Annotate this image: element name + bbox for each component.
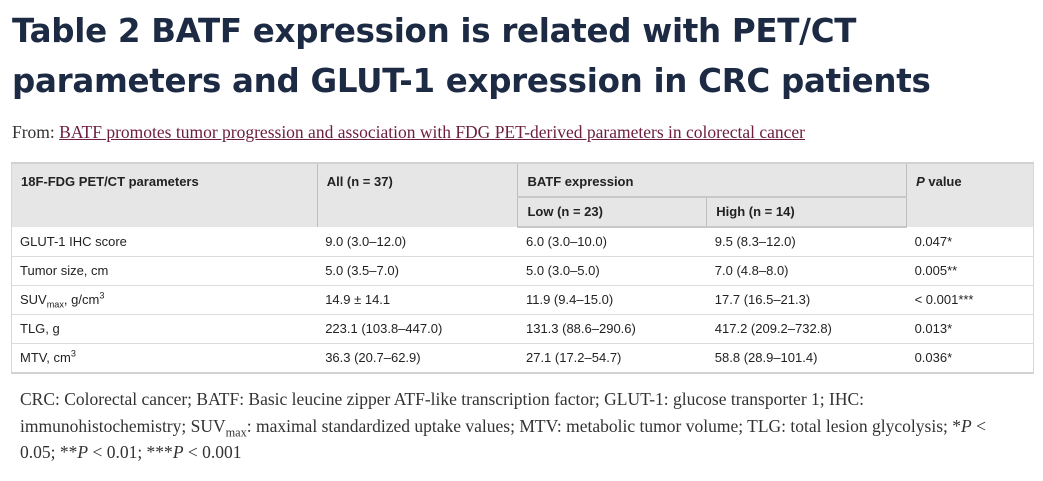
row-all: 36.3 (20.7–62.9)	[317, 343, 518, 374]
row-low: 5.0 (3.0–5.0)	[517, 256, 707, 286]
row-low: 11.9 (9.4–15.0)	[517, 285, 707, 315]
row-parameter: SUVmax, g/cm3	[11, 285, 318, 315]
header-parameters: 18F-FDG PET/CT parameters	[11, 163, 318, 227]
table-row: SUVmax, g/cm3 14.9 ± 14.1 11.9 (9.4–15.0…	[11, 285, 1034, 315]
header-batf-expression: BATF expression	[517, 163, 907, 198]
row-all: 9.0 (3.0–12.0)	[317, 227, 518, 257]
data-table: 18F-FDG PET/CT parameters All (n = 37) B…	[11, 162, 1034, 374]
row-p-value: 0.005**	[906, 256, 1034, 286]
row-high: 17.7 (16.5–21.3)	[706, 285, 907, 315]
row-low: 27.1 (17.2–54.7)	[517, 343, 707, 374]
table-footnote: CRC: Colorectal cancer; BATF: Basic leuc…	[20, 389, 986, 462]
table-row: TLG, g 223.1 (103.8–447.0) 131.3 (88.6–2…	[11, 314, 1034, 344]
row-high: 9.5 (8.3–12.0)	[706, 227, 907, 257]
row-parameter: Tumor size, cm	[11, 256, 318, 286]
from-label: From:	[12, 122, 60, 142]
row-high: 58.8 (28.9–101.4)	[706, 343, 907, 374]
row-low: 6.0 (3.0–10.0)	[517, 227, 707, 257]
row-p-value: 0.047*	[906, 227, 1034, 257]
row-p-value: 0.013*	[906, 314, 1034, 344]
header-high: High (n = 14)	[706, 197, 907, 228]
table-row: GLUT-1 IHC score 9.0 (3.0–12.0) 6.0 (3.0…	[11, 227, 1034, 257]
row-parameter: GLUT-1 IHC score	[11, 227, 318, 257]
table-row: Tumor size, cm 5.0 (3.5–7.0) 5.0 (3.0–5.…	[11, 256, 1034, 286]
row-all: 5.0 (3.5–7.0)	[317, 256, 518, 286]
table-title: Table 2 BATF expression is related with …	[12, 12, 931, 100]
row-all: 14.9 ± 14.1	[317, 285, 518, 315]
row-high: 7.0 (4.8–8.0)	[706, 256, 907, 286]
row-low: 131.3 (88.6–290.6)	[517, 314, 707, 344]
source-line: From: BATF promotes tumor progression an…	[12, 122, 805, 143]
row-all: 223.1 (103.8–447.0)	[317, 314, 518, 344]
header-low: Low (n = 23)	[517, 197, 708, 228]
row-parameter: MTV, cm3	[11, 343, 318, 374]
header-all: All (n = 37)	[317, 163, 519, 227]
row-p-value: < 0.001***	[906, 285, 1034, 315]
row-parameter: TLG, g	[11, 314, 318, 344]
source-article-link[interactable]: BATF promotes tumor progression and asso…	[59, 122, 806, 142]
header-p-value: P value	[906, 163, 1034, 227]
row-p-value: 0.036*	[906, 343, 1034, 374]
row-high: 417.2 (209.2–732.8)	[706, 314, 907, 344]
table-row: MTV, cm3 36.3 (20.7–62.9) 27.1 (17.2–54.…	[11, 343, 1034, 374]
